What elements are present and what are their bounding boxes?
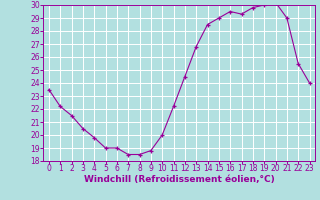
X-axis label: Windchill (Refroidissement éolien,°C): Windchill (Refroidissement éolien,°C) <box>84 175 275 184</box>
